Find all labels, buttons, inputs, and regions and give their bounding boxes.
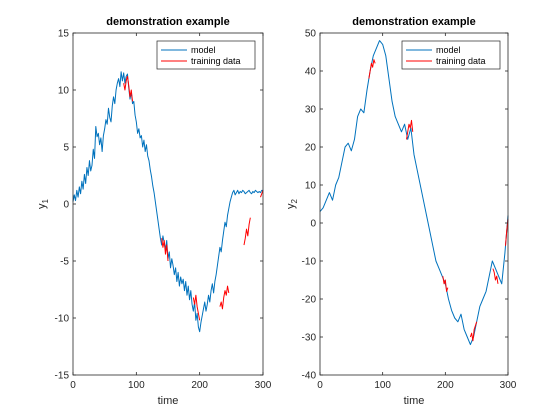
series-training-data	[123, 75, 264, 321]
y-tick-label: -10	[302, 257, 317, 268]
x-tick-label: 200	[437, 380, 454, 391]
chart-title: demonstration example	[352, 16, 475, 28]
y-tick-label: -30	[302, 333, 317, 344]
chart-panel-1: 0 100 200 300 -15 -10 -5 0 5 10 15 demonstration ex…	[36, 16, 272, 407]
legend-entry: training data	[436, 56, 486, 66]
series-line-segment	[469, 321, 478, 342]
y-tick-label: -10	[55, 314, 70, 325]
x-tick-label: 100	[128, 380, 145, 391]
plot-area	[320, 33, 508, 375]
y-tick-label: 10	[305, 181, 317, 192]
legend-box	[156, 40, 256, 70]
legend-entry: training data	[191, 56, 241, 66]
x-axis-label: time	[158, 395, 179, 407]
x-tick-label: 100	[374, 380, 391, 391]
chart-title: demonstration example	[106, 16, 229, 28]
x-tick-label: 300	[500, 380, 517, 391]
legend-box	[401, 40, 501, 70]
series-line-segment	[243, 217, 251, 246]
chart-panel-2: 0 100 200 300 -40 -30 -20 -10 0 10 20 30 40 50 demonst…	[285, 16, 517, 407]
series-line-segment	[405, 119, 414, 140]
x-tick-label: 200	[191, 380, 208, 391]
y-tick-label: -40	[302, 371, 317, 382]
y-tick-label: -15	[55, 371, 70, 382]
series-line-segment	[492, 268, 499, 284]
y-tick-label: 20	[305, 143, 317, 154]
series-line-segment	[260, 190, 264, 198]
legend-entry: model	[191, 45, 216, 55]
y-tick-label: -20	[302, 295, 317, 306]
y-tick-label: 15	[58, 29, 70, 40]
y-tick-label: 50	[305, 29, 317, 40]
y-axis-label: y1	[36, 198, 50, 209]
series-line-segment	[219, 285, 230, 310]
x-tick-label: 300	[255, 380, 272, 391]
y-tick-label: 0	[63, 200, 69, 211]
legend-entry: model	[436, 45, 461, 55]
series-line-segment	[192, 294, 201, 321]
y-tick-label: 10	[58, 86, 70, 97]
y-tick-label: 30	[305, 105, 317, 116]
series-line-segment	[368, 59, 376, 79]
y-tick-label: -5	[60, 257, 69, 268]
y-tick-label: 5	[63, 143, 69, 154]
series-line-segment	[442, 276, 449, 292]
x-tick-label: 0	[70, 380, 76, 391]
y-axis-label: y2	[285, 198, 299, 209]
y-tick-label: 0	[310, 219, 316, 230]
plot-area	[73, 33, 263, 375]
x-axis-label: time	[404, 395, 425, 407]
series-line-segment	[161, 238, 169, 262]
series-training-data	[368, 59, 509, 342]
y-tick-label: 40	[305, 67, 317, 78]
axes-box	[319, 32, 509, 376]
series-line-segment	[123, 75, 134, 102]
x-tick-label: 0	[317, 380, 323, 391]
